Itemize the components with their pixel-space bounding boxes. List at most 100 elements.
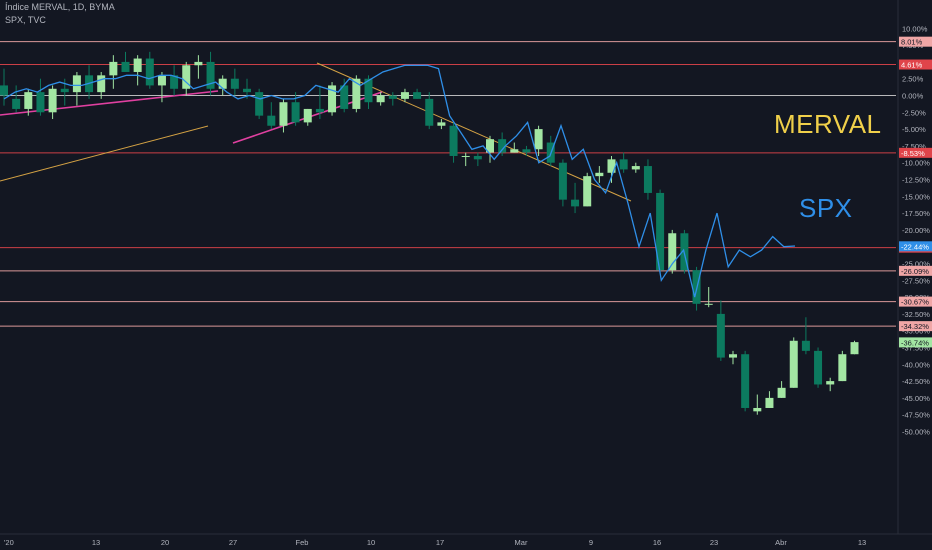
candle-body (850, 342, 859, 355)
level-price-badge (899, 36, 932, 47)
candle-body (510, 149, 519, 153)
candle-body (145, 58, 154, 86)
y-tick-label: 0.00% (902, 92, 924, 101)
x-tick-label: Mar (515, 538, 528, 547)
candle-body (619, 159, 628, 170)
y-tick-label: -42.50% (902, 377, 930, 386)
last-price-badge (899, 337, 932, 348)
last-price-badge-label: -36.74% (901, 338, 929, 347)
y-tick-label: 10.00% (902, 24, 928, 33)
candle-body (838, 354, 847, 382)
level-price-badge (899, 296, 932, 307)
candle-body (72, 75, 81, 93)
y-tick-label: -35.00% (902, 327, 930, 336)
level-price-badge (899, 265, 932, 276)
y-tick-label: -10.00% (902, 159, 930, 168)
candle-body (789, 340, 798, 388)
candle-body (400, 92, 409, 99)
merval-annotation: MERVAL (774, 109, 882, 139)
candle-body (716, 313, 725, 358)
y-tick-label: -7.50% (902, 142, 926, 151)
candle-body (12, 98, 21, 109)
level-price-badge (899, 321, 932, 332)
candle-body (631, 166, 640, 170)
level-price-badge-label: -34.32% (901, 322, 929, 331)
x-tick-label: 16 (653, 538, 661, 547)
x-tick-label: Abr (775, 538, 787, 547)
level-price-badge (899, 59, 932, 70)
x-tick-label: 13 (92, 538, 100, 547)
candle-body (729, 354, 737, 358)
candle-body (571, 199, 580, 207)
spx-series-line (3, 64, 796, 298)
x-tick-label: 20 (161, 538, 169, 547)
y-tick-label: -32.50% (902, 310, 930, 319)
x-tick-label: Feb (296, 538, 309, 547)
candle-body (437, 122, 446, 126)
y-tick-label: -15.00% (902, 192, 930, 201)
level-price-badge (899, 147, 932, 158)
trendline-magenta-left (0, 90, 219, 116)
candle-body (218, 78, 227, 89)
y-tick-label: -2.50% (902, 108, 926, 117)
candle-body (36, 92, 45, 113)
candle-body (741, 354, 750, 408)
candle-body (473, 155, 482, 160)
level-price-badge-label: 8.01% (901, 38, 923, 47)
candle-body (60, 88, 69, 93)
candle-body (121, 61, 130, 72)
x-tick-label: '20 (4, 538, 14, 547)
x-tick-label: 17 (436, 538, 444, 547)
candle-body (656, 192, 665, 271)
candle-body (777, 387, 786, 398)
trendline-support-orange (0, 125, 209, 182)
y-tick-label: -37.50% (902, 344, 930, 353)
candle-body (291, 102, 300, 123)
candle-body (376, 95, 385, 103)
candle-body (801, 340, 810, 351)
candle-body (133, 58, 142, 72)
candle-body (753, 407, 762, 412)
last-price-badge (899, 241, 932, 252)
y-tick-label: -25.00% (902, 260, 930, 269)
candle-body (267, 115, 276, 126)
level-price-badge-label: 4.61% (901, 61, 923, 70)
candle-body (315, 108, 324, 113)
candle-body (765, 397, 774, 408)
x-tick-label: 10 (367, 538, 375, 547)
candle-body (230, 78, 239, 89)
y-tick-label: 2.50% (902, 75, 924, 84)
spx-annotation: SPX (799, 193, 853, 223)
candle-body (595, 172, 604, 177)
candle-body (352, 78, 361, 109)
x-tick-label: 9 (589, 538, 593, 547)
candle-body (243, 88, 251, 93)
candle-body (643, 166, 652, 193)
candle-body (534, 129, 543, 150)
compare-symbol-header: SPX, TVC (5, 15, 46, 25)
candle-body (583, 176, 592, 207)
candle-body (97, 75, 106, 93)
y-tick-label: -20.00% (902, 226, 930, 235)
y-tick-label: -27.50% (902, 276, 930, 285)
x-tick-label: 23 (710, 538, 718, 547)
candle-body (279, 102, 288, 126)
candle-body (814, 350, 823, 385)
level-price-badge-label: -26.09% (901, 267, 929, 276)
candle-body (157, 75, 166, 86)
candle-body (461, 155, 470, 157)
x-tick-label: 13 (858, 538, 866, 547)
level-price-badge-label: -30.67% (901, 298, 929, 307)
symbol-header: Índice MERVAL, 1D, BYMA (5, 2, 115, 12)
y-tick-label: -40.00% (902, 360, 930, 369)
candle-body (449, 125, 458, 156)
candle-body (303, 108, 312, 123)
y-tick-label: -12.50% (902, 176, 930, 185)
candle-body (558, 162, 567, 200)
candle-body (255, 92, 264, 116)
candle-body (498, 139, 507, 153)
y-tick-label: -5.00% (902, 125, 926, 134)
candle-body (182, 65, 191, 89)
